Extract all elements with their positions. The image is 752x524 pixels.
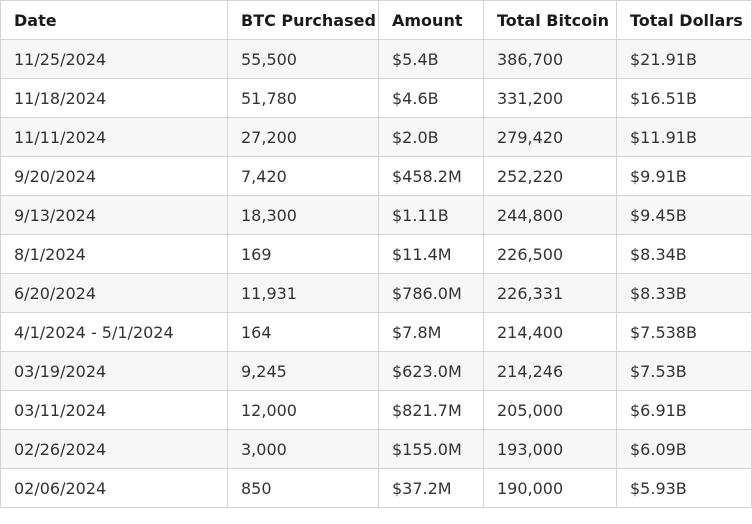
table-body: 11/25/2024 55,500 $5.4B 386,700 $21.91B … <box>0 39 752 508</box>
cell-total-dollars: $8.33B <box>616 273 752 313</box>
cell-total-dollars: $8.34B <box>616 234 752 274</box>
header-amount: Amount <box>378 0 484 40</box>
cell-amount: $623.0M <box>378 351 484 391</box>
cell-total-bitcoin: 226,331 <box>483 273 617 313</box>
cell-date: 6/20/2024 <box>0 273 228 313</box>
header-total-bitcoin: Total Bitcoin <box>483 0 617 40</box>
table-row: 11/25/2024 55,500 $5.4B 386,700 $21.91B <box>0 39 752 79</box>
cell-total-bitcoin: 252,220 <box>483 156 617 196</box>
table-row: 8/1/2024 169 $11.4M 226,500 $8.34B <box>0 234 752 274</box>
cell-btc-purchased: 7,420 <box>227 156 379 196</box>
cell-btc-purchased: 11,931 <box>227 273 379 313</box>
cell-date: 02/06/2024 <box>0 468 228 508</box>
cell-btc-purchased: 169 <box>227 234 379 274</box>
table-row: 03/19/2024 9,245 $623.0M 214,246 $7.53B <box>0 351 752 391</box>
cell-date: 9/13/2024 <box>0 195 228 235</box>
cell-date: 02/26/2024 <box>0 429 228 469</box>
cell-total-dollars: $9.91B <box>616 156 752 196</box>
cell-total-bitcoin: 214,400 <box>483 312 617 352</box>
table-row: 03/11/2024 12,000 $821.7M 205,000 $6.91B <box>0 390 752 430</box>
cell-total-dollars: $9.45B <box>616 195 752 235</box>
cell-total-bitcoin: 205,000 <box>483 390 617 430</box>
cell-total-bitcoin: 386,700 <box>483 39 617 79</box>
cell-total-bitcoin: 331,200 <box>483 78 617 118</box>
table-row: 11/11/2024 27,200 $2.0B 279,420 $11.91B <box>0 117 752 157</box>
cell-total-bitcoin: 193,000 <box>483 429 617 469</box>
cell-amount: $821.7M <box>378 390 484 430</box>
cell-date: 11/11/2024 <box>0 117 228 157</box>
cell-date: 03/19/2024 <box>0 351 228 391</box>
cell-btc-purchased: 18,300 <box>227 195 379 235</box>
cell-total-dollars: $16.51B <box>616 78 752 118</box>
cell-date: 4/1/2024 - 5/1/2024 <box>0 312 228 352</box>
cell-amount: $37.2M <box>378 468 484 508</box>
header-date: Date <box>0 0 228 40</box>
cell-date: 11/25/2024 <box>0 39 228 79</box>
cell-total-dollars: $6.91B <box>616 390 752 430</box>
table-row: 9/13/2024 18,300 $1.11B 244,800 $9.45B <box>0 195 752 235</box>
table-row: 9/20/2024 7,420 $458.2M 252,220 $9.91B <box>0 156 752 196</box>
cell-amount: $2.0B <box>378 117 484 157</box>
cell-total-dollars: $5.93B <box>616 468 752 508</box>
cell-total-dollars: $7.538B <box>616 312 752 352</box>
cell-total-dollars: $7.53B <box>616 351 752 391</box>
header-total-dollars: Total Dollars <box>616 0 752 40</box>
cell-date: 8/1/2024 <box>0 234 228 274</box>
cell-amount: $786.0M <box>378 273 484 313</box>
table-row: 02/26/2024 3,000 $155.0M 193,000 $6.09B <box>0 429 752 469</box>
cell-total-dollars: $11.91B <box>616 117 752 157</box>
cell-btc-purchased: 164 <box>227 312 379 352</box>
cell-amount: $4.6B <box>378 78 484 118</box>
header-row: Date BTC Purchased Amount Total Bitcoin … <box>0 0 752 40</box>
cell-btc-purchased: 12,000 <box>227 390 379 430</box>
cell-total-dollars: $21.91B <box>616 39 752 79</box>
cell-btc-purchased: 27,200 <box>227 117 379 157</box>
header-btc-purchased: BTC Purchased <box>227 0 379 40</box>
cell-total-bitcoin: 214,246 <box>483 351 617 391</box>
cell-amount: $458.2M <box>378 156 484 196</box>
cell-date: 11/18/2024 <box>0 78 228 118</box>
cell-total-bitcoin: 226,500 <box>483 234 617 274</box>
cell-total-dollars: $6.09B <box>616 429 752 469</box>
cell-amount: $5.4B <box>378 39 484 79</box>
cell-btc-purchased: 3,000 <box>227 429 379 469</box>
bitcoin-purchases-table: Date BTC Purchased Amount Total Bitcoin … <box>0 0 752 508</box>
table-row: 6/20/2024 11,931 $786.0M 226,331 $8.33B <box>0 273 752 313</box>
cell-date: 9/20/2024 <box>0 156 228 196</box>
cell-total-bitcoin: 190,000 <box>483 468 617 508</box>
table-row: 11/18/2024 51,780 $4.6B 331,200 $16.51B <box>0 78 752 118</box>
table-row: 4/1/2024 - 5/1/2024 164 $7.8M 214,400 $7… <box>0 312 752 352</box>
table-header: Date BTC Purchased Amount Total Bitcoin … <box>0 0 752 40</box>
cell-btc-purchased: 55,500 <box>227 39 379 79</box>
cell-amount: $1.11B <box>378 195 484 235</box>
cell-amount: $11.4M <box>378 234 484 274</box>
cell-btc-purchased: 850 <box>227 468 379 508</box>
cell-amount: $7.8M <box>378 312 484 352</box>
cell-total-bitcoin: 244,800 <box>483 195 617 235</box>
cell-date: 03/11/2024 <box>0 390 228 430</box>
cell-total-bitcoin: 279,420 <box>483 117 617 157</box>
cell-amount: $155.0M <box>378 429 484 469</box>
cell-btc-purchased: 51,780 <box>227 78 379 118</box>
table-row: 02/06/2024 850 $37.2M 190,000 $5.93B <box>0 468 752 508</box>
cell-btc-purchased: 9,245 <box>227 351 379 391</box>
